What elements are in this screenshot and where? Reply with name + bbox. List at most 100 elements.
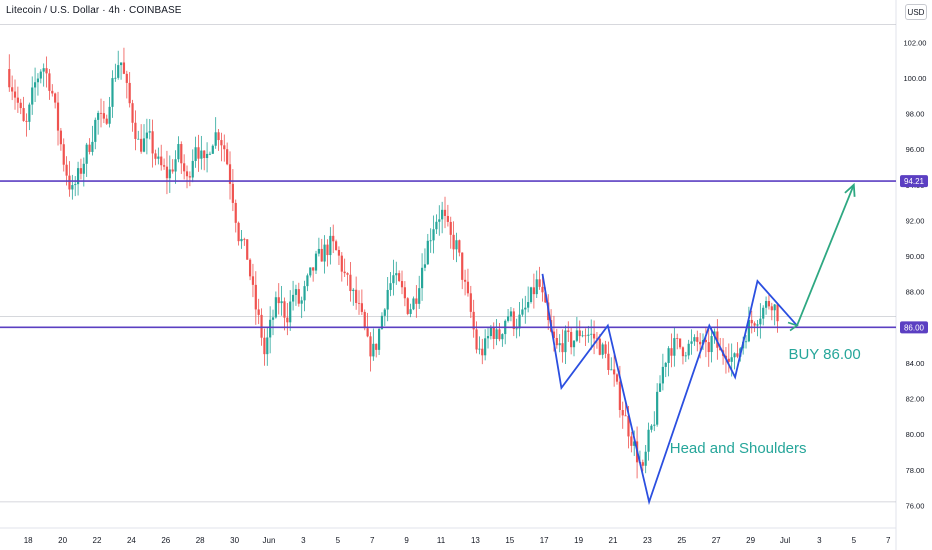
candle bbox=[495, 319, 498, 346]
candle-body bbox=[570, 331, 573, 348]
candle bbox=[478, 336, 481, 355]
candle-body bbox=[237, 222, 240, 242]
candle-body bbox=[334, 241, 338, 251]
candle bbox=[498, 322, 501, 342]
candle bbox=[372, 328, 375, 361]
candle-body bbox=[773, 304, 776, 311]
candle bbox=[223, 134, 226, 162]
candle-body bbox=[25, 120, 28, 122]
pattern-polyline[interactable] bbox=[541, 273, 798, 506]
candle bbox=[237, 221, 240, 246]
candle-body bbox=[145, 132, 148, 139]
candle bbox=[607, 341, 610, 375]
candle bbox=[309, 267, 312, 278]
candle bbox=[228, 151, 232, 200]
time-axis[interactable]: 18 20 22 24 26 28 30 Jun 3 5 7 9 11 13 15 17 19 21 23 25 27 2… bbox=[24, 536, 891, 545]
candle bbox=[165, 150, 169, 195]
candle-body bbox=[85, 144, 88, 164]
candle-body bbox=[575, 330, 578, 341]
candle-body bbox=[478, 348, 481, 350]
candle-body bbox=[377, 328, 381, 350]
candle bbox=[461, 252, 464, 290]
candle-body bbox=[257, 309, 260, 315]
candle bbox=[564, 325, 567, 365]
candle bbox=[68, 161, 71, 197]
price-axis-level-tags: 94.21 86.00 bbox=[900, 175, 928, 334]
candle-body bbox=[160, 156, 163, 166]
candle-body bbox=[297, 289, 300, 304]
candle-body bbox=[320, 248, 323, 262]
price-tick-label: 96.00 bbox=[906, 145, 925, 154]
time-tick-label: 24 bbox=[127, 536, 136, 545]
candle-body bbox=[300, 300, 303, 304]
candle-body bbox=[764, 301, 768, 308]
candle-body bbox=[248, 259, 252, 277]
candle-body bbox=[168, 169, 171, 179]
buy-annotation[interactable]: BUY 86.00 bbox=[788, 346, 861, 364]
candle-body bbox=[200, 150, 203, 159]
level-tag-label: 94.21 bbox=[904, 177, 925, 186]
candle bbox=[693, 334, 696, 346]
candle-body bbox=[48, 73, 51, 91]
projection-arrow[interactable] bbox=[787, 182, 856, 332]
candle-body bbox=[91, 141, 94, 152]
candle bbox=[395, 261, 398, 285]
candle bbox=[449, 216, 452, 249]
candle bbox=[466, 268, 470, 297]
pattern-annotation[interactable]: Head and Shoulders bbox=[669, 440, 807, 458]
candle-body bbox=[45, 68, 48, 74]
candle-body bbox=[203, 150, 206, 159]
candle-body bbox=[191, 160, 194, 178]
candle-body bbox=[283, 301, 286, 318]
candle bbox=[286, 302, 289, 336]
candle-body bbox=[527, 302, 530, 308]
candle-body bbox=[343, 271, 346, 274]
candle-body bbox=[469, 293, 472, 312]
candle-body bbox=[16, 97, 19, 103]
currency-button[interactable]: USD bbox=[905, 4, 927, 20]
candle bbox=[114, 63, 117, 82]
candle-body bbox=[119, 62, 123, 66]
projection-line[interactable] bbox=[796, 184, 855, 326]
candle-body bbox=[656, 391, 659, 425]
candle bbox=[435, 214, 438, 235]
candle bbox=[524, 295, 527, 324]
candle bbox=[469, 285, 472, 319]
candle-body bbox=[65, 164, 68, 176]
candle bbox=[240, 230, 243, 249]
candle-body bbox=[598, 338, 601, 355]
candle-body bbox=[707, 342, 710, 353]
candle bbox=[85, 142, 88, 177]
candle bbox=[306, 273, 309, 292]
candle bbox=[137, 130, 140, 140]
candle-body bbox=[759, 318, 762, 325]
time-tick-label: 7 bbox=[886, 536, 891, 545]
candle-body bbox=[214, 132, 217, 146]
candle-body bbox=[360, 303, 363, 312]
candle-body bbox=[125, 73, 128, 83]
candle-body bbox=[94, 119, 97, 142]
candle-body bbox=[31, 87, 34, 105]
candle-body bbox=[79, 168, 83, 174]
candle bbox=[538, 266, 541, 290]
candle bbox=[383, 308, 386, 326]
candle-body bbox=[567, 330, 570, 332]
candle bbox=[71, 174, 74, 200]
candle bbox=[377, 326, 381, 356]
candle-body bbox=[22, 108, 25, 121]
support-level-tag: 86.00 bbox=[900, 321, 928, 334]
candle-body bbox=[74, 184, 77, 186]
head-and-shoulders-drawing[interactable] bbox=[541, 273, 798, 506]
candle bbox=[759, 303, 762, 339]
candle bbox=[102, 100, 105, 124]
candle bbox=[142, 124, 146, 153]
candle-body bbox=[183, 163, 186, 172]
candle bbox=[117, 50, 120, 80]
candle-body bbox=[699, 341, 702, 345]
candle-body bbox=[185, 171, 189, 177]
candle bbox=[415, 285, 418, 318]
candle-body bbox=[59, 130, 62, 145]
candle-body bbox=[340, 255, 343, 272]
time-tick-label: 15 bbox=[505, 536, 514, 545]
